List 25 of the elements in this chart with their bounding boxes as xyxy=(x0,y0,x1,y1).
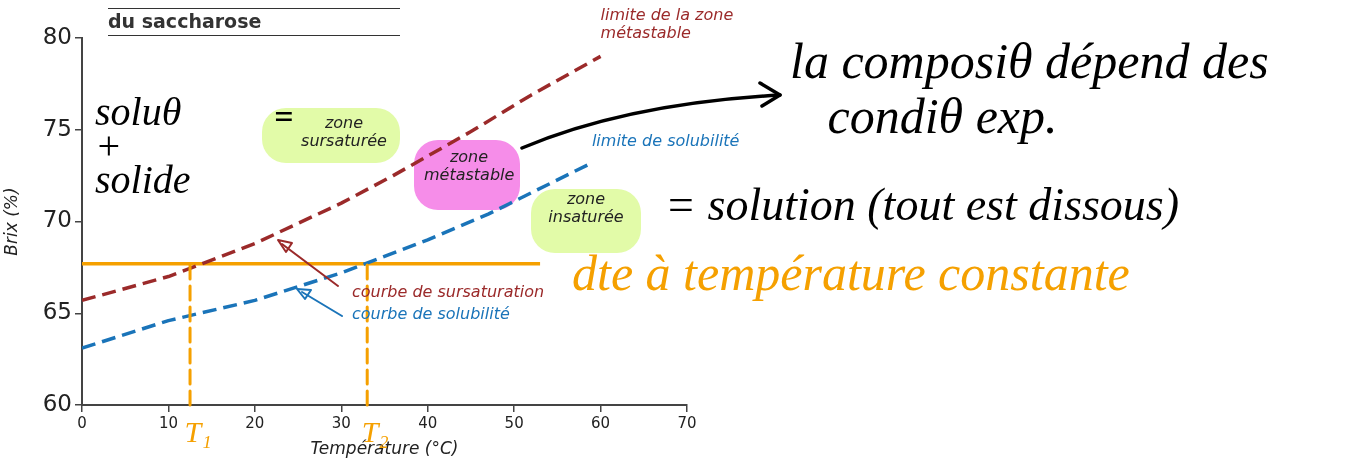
x-tick-label: 0 xyxy=(77,413,87,432)
x-tick-label: 50 xyxy=(504,413,524,432)
x-tick-label: 20 xyxy=(245,413,265,432)
annotation: dte à température constante xyxy=(572,245,1130,301)
chart-title: du saccharose xyxy=(108,8,400,36)
annotation: limite de la zone métastable xyxy=(600,5,734,42)
annotation: zone métastable xyxy=(424,147,515,184)
x-tick-label: 60 xyxy=(591,413,611,432)
annotation: = solution (tout est dissous) xyxy=(665,179,1180,231)
annotation: zone sursaturée xyxy=(300,113,388,150)
annotation: = xyxy=(274,98,294,136)
x-tick-label: 10 xyxy=(158,413,178,432)
text: la composiθ dépend des condiθ exp. xyxy=(790,33,1269,144)
annotation: zone insaturée xyxy=(547,189,625,226)
y-tick-label: 65 xyxy=(42,298,72,325)
y-tick-label: 70 xyxy=(42,206,72,233)
y-tick-label: 80 xyxy=(42,22,72,49)
x-tick-label: 40 xyxy=(418,413,438,432)
x-tick-label: 70 xyxy=(677,413,697,432)
y-axis-title: Brix (%) xyxy=(0,187,21,256)
annotation: soluθ + solide xyxy=(95,89,191,202)
x-tick-label: 30 xyxy=(331,413,351,432)
ref-line-label: T₁ xyxy=(184,414,212,448)
annotation: limite de solubilité xyxy=(591,130,740,150)
y-tick-label: 75 xyxy=(42,114,72,141)
